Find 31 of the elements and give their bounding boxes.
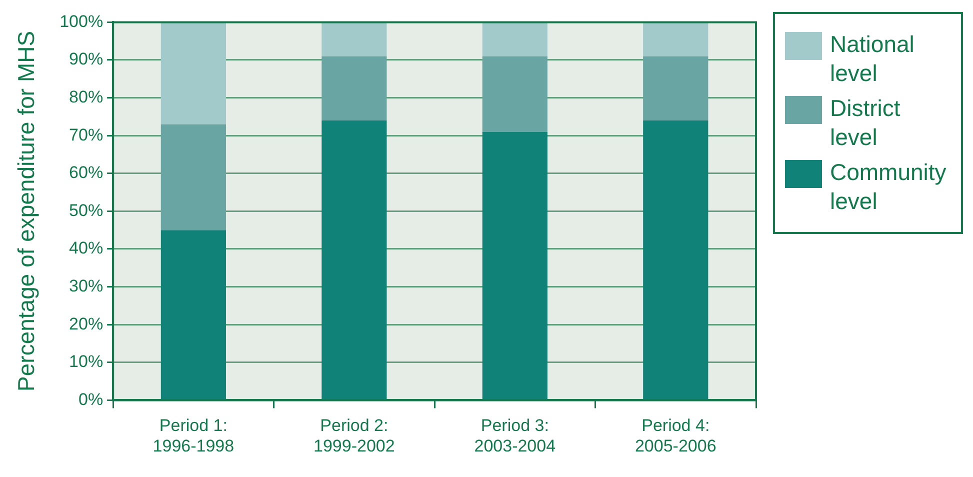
bar bbox=[482, 56, 548, 132]
y-tick-label: 30% bbox=[69, 276, 104, 296]
bar bbox=[322, 22, 387, 56]
bar bbox=[643, 56, 708, 120]
x-tick-label: Period 4: 2005-2006 bbox=[634, 416, 716, 456]
bar bbox=[160, 230, 226, 400]
x-tick-label: Period 1: 1996-1998 bbox=[152, 416, 234, 456]
y-tick-label: 70% bbox=[69, 125, 104, 144]
y-tick-label: 50% bbox=[69, 200, 104, 220]
bar bbox=[482, 132, 548, 400]
y-tick-label: 80% bbox=[69, 87, 104, 106]
legend-label: Community level bbox=[830, 158, 948, 216]
bar bbox=[322, 56, 387, 120]
y-axis-title: Percentage of expenditure for MHS bbox=[13, 30, 40, 392]
bar bbox=[160, 124, 226, 230]
y-tick-label: 0% bbox=[78, 390, 104, 409]
y-tick-label: 60% bbox=[69, 163, 104, 182]
y-tick-label: 40% bbox=[69, 238, 104, 258]
bar bbox=[482, 22, 548, 56]
bar bbox=[643, 120, 708, 400]
y-tick-label: 90% bbox=[69, 50, 104, 69]
y-tick-label: 20% bbox=[69, 314, 104, 334]
bar bbox=[160, 22, 226, 124]
x-tick-label: Period 3: 2003-2004 bbox=[474, 416, 556, 456]
y-tick-label: 100% bbox=[60, 12, 104, 31]
legend-label: National level bbox=[830, 30, 916, 88]
bar bbox=[322, 120, 387, 400]
x-tick-label: Period 2: 1999-2002 bbox=[314, 416, 395, 456]
bar bbox=[643, 22, 708, 56]
y-tick-label: 10% bbox=[69, 352, 104, 372]
legend-label: District level bbox=[830, 94, 902, 152]
